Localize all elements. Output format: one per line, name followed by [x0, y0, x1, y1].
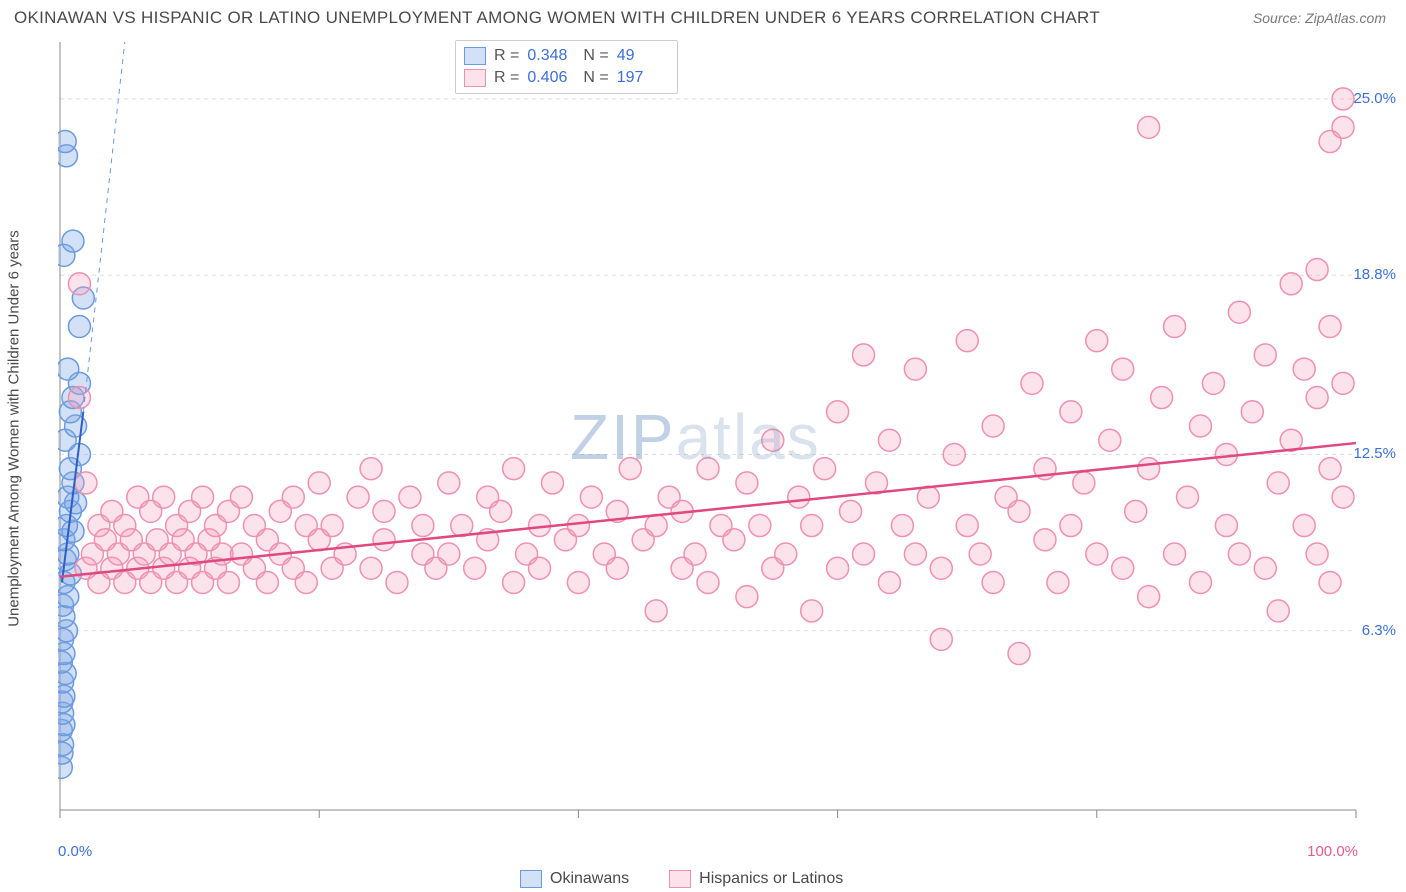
n-label-0: N = — [583, 47, 608, 65]
chart-area — [58, 40, 1358, 830]
y-tick-label: 6.3% — [1362, 622, 1396, 639]
n-value-0: 49 — [617, 47, 665, 65]
legend-item-0: Okinawans — [520, 870, 629, 888]
x-axis-max-label: 100.0% — [1307, 843, 1358, 860]
source-attribution: Source: ZipAtlas.com — [1253, 10, 1386, 26]
legend-stats-row-1: R = 0.406 N = 197 — [464, 67, 665, 89]
legend-bottom-swatch-1 — [669, 870, 691, 888]
y-axis-title: Unemployment Among Women with Children U… — [6, 169, 23, 689]
x-axis-min-label: 0.0% — [58, 843, 92, 860]
legend-bottom-swatch-0 — [520, 870, 542, 888]
legend-label-1: Hispanics or Latinos — [699, 870, 843, 888]
legend-item-1: Hispanics or Latinos — [669, 870, 843, 888]
legend-stats: R = 0.348 N = 49 R = 0.406 N = 197 — [455, 40, 678, 94]
legend-stats-row-0: R = 0.348 N = 49 — [464, 45, 665, 67]
chart-title: OKINAWAN VS HISPANIC OR LATINO UNEMPLOYM… — [14, 8, 1100, 28]
y-tick-label: 12.5% — [1353, 445, 1396, 462]
r-label-1: R = — [494, 69, 519, 87]
r-value-1: 0.406 — [527, 69, 575, 87]
legend-label-0: Okinawans — [550, 870, 629, 888]
legend-swatch-1 — [464, 69, 486, 87]
legend-series: Okinawans Hispanics or Latinos — [520, 870, 843, 888]
r-label-0: R = — [494, 47, 519, 65]
scatter-chart-svg — [58, 40, 1358, 830]
y-tick-label: 18.8% — [1353, 266, 1396, 283]
y-tick-label: 25.0% — [1353, 90, 1396, 107]
n-label-1: N = — [583, 69, 608, 87]
legend-swatch-0 — [464, 47, 486, 65]
r-value-0: 0.348 — [527, 47, 575, 65]
n-value-1: 197 — [617, 69, 665, 87]
